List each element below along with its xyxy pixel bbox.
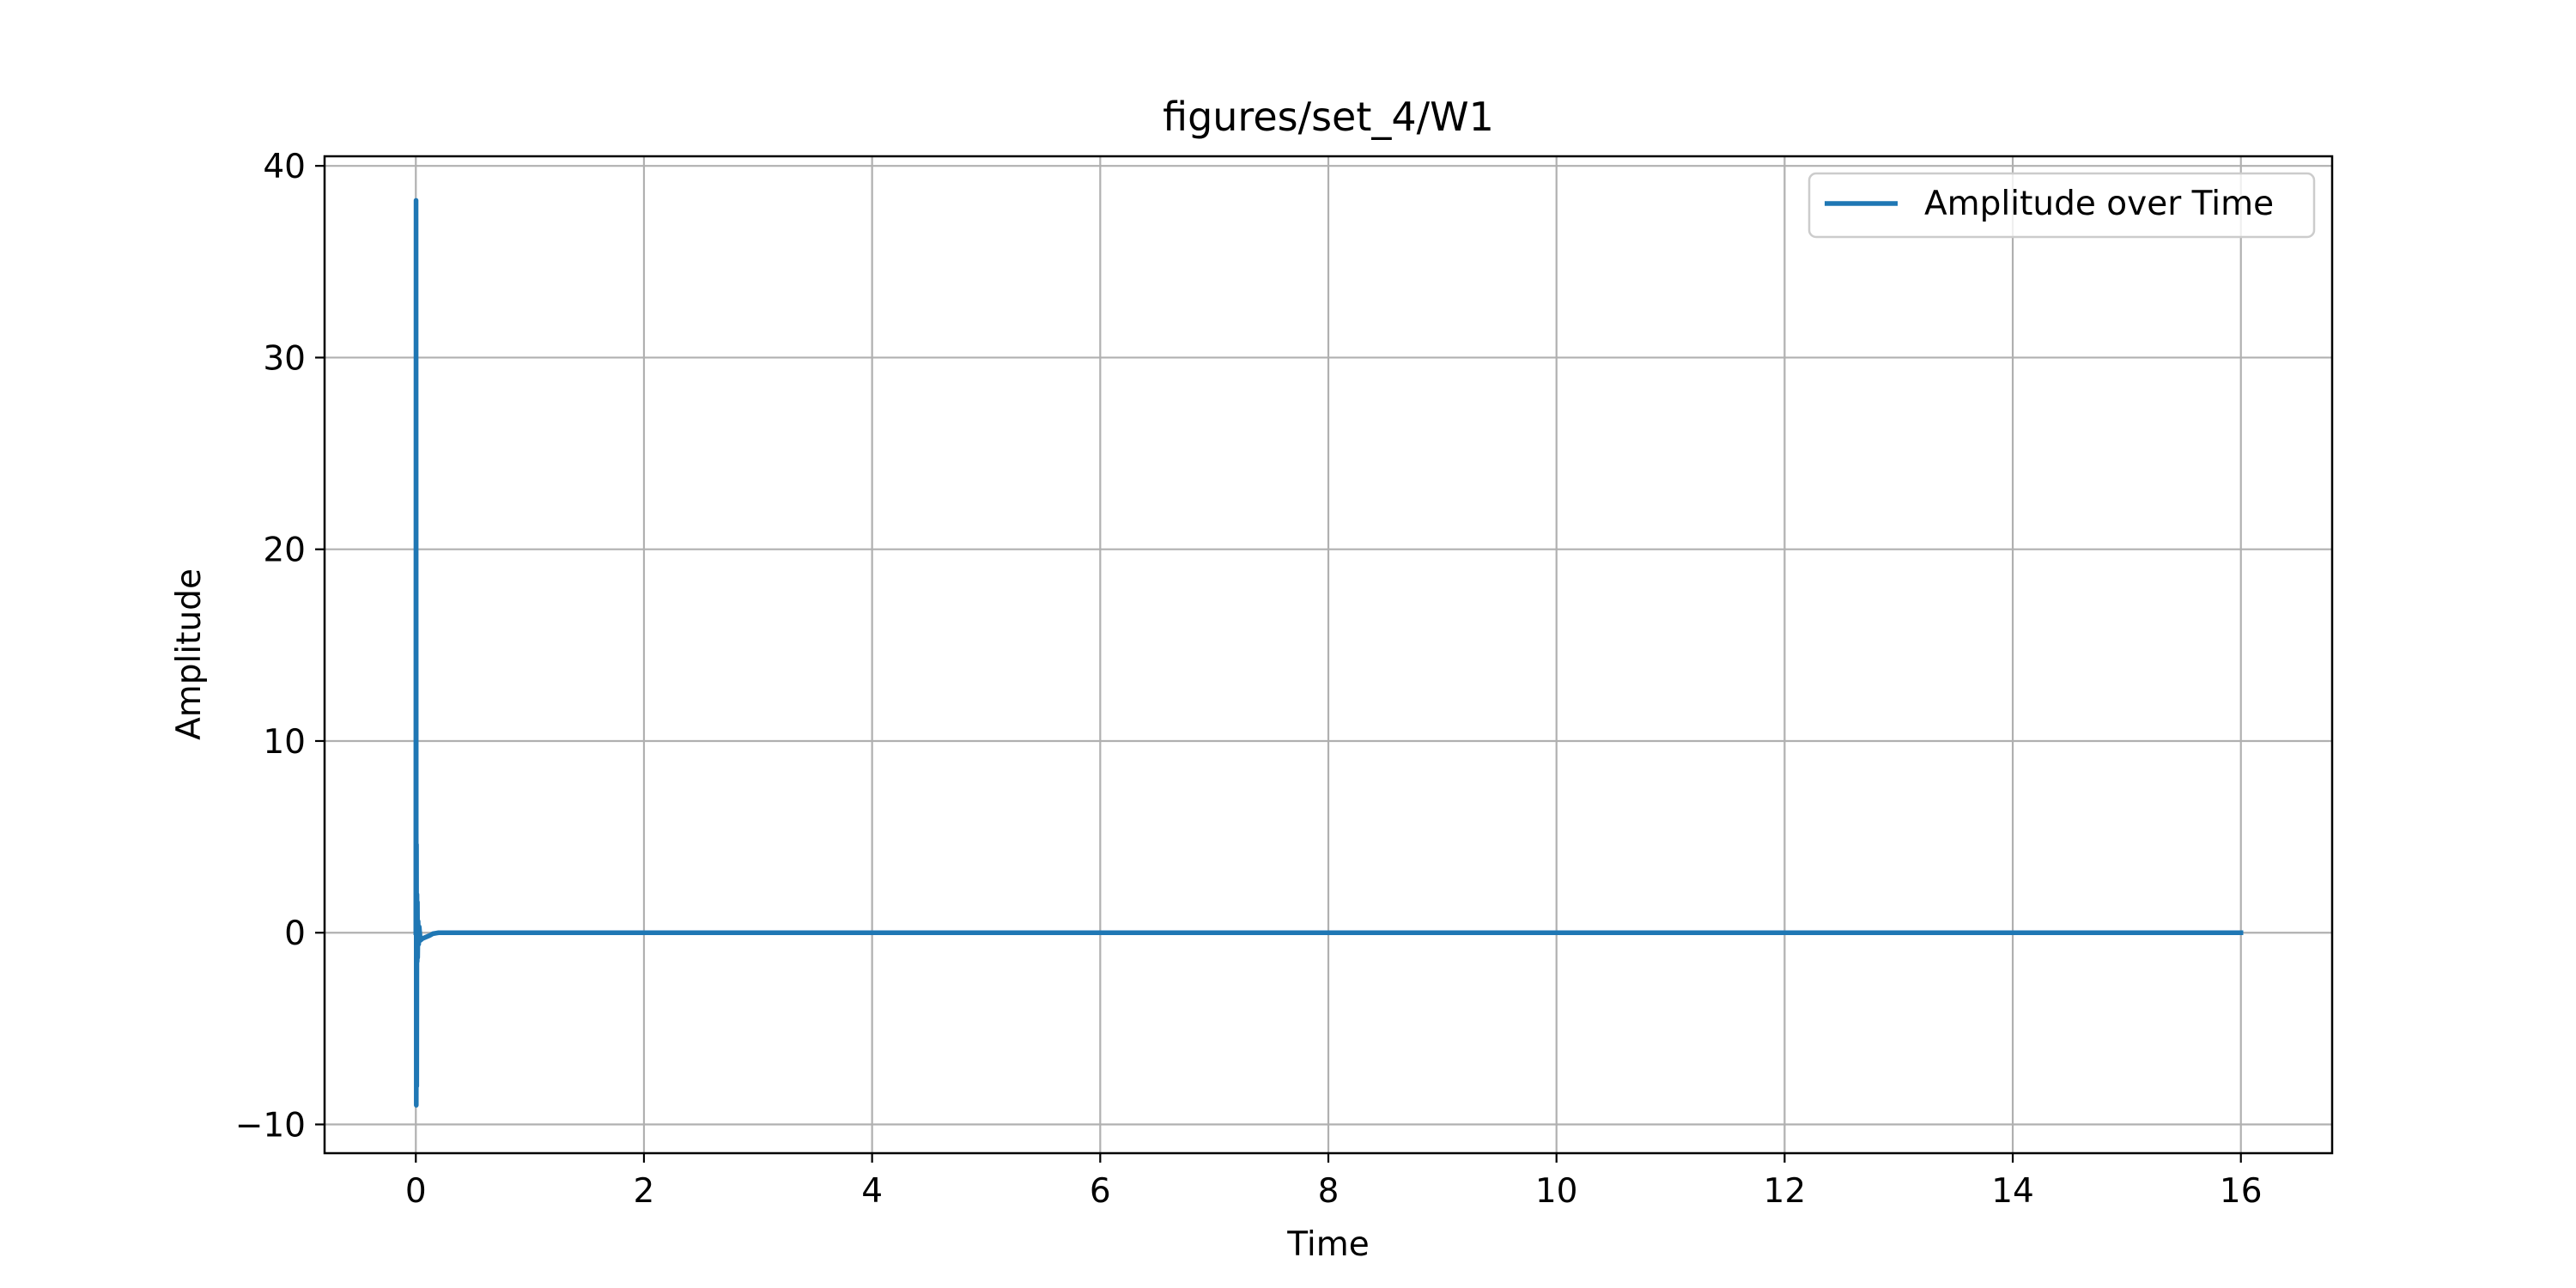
y-axis-label: Amplitude xyxy=(170,568,209,740)
y-tick-label: 30 xyxy=(263,339,306,378)
y-tick-label: 20 xyxy=(263,532,306,570)
y-axis-ticks: −10 0 10 20 30 40 xyxy=(235,148,325,1145)
x-axis-label: Time xyxy=(1286,1225,1369,1264)
x-tick-label: 6 xyxy=(1090,1172,1111,1211)
legend: Amplitude over Time xyxy=(1807,172,2316,239)
y-tick-label: −10 xyxy=(235,1107,306,1145)
legend-frame xyxy=(1807,172,2316,239)
legend-label-amplitude: Amplitude over Time xyxy=(1924,185,2274,223)
x-tick-label: 2 xyxy=(634,1172,655,1211)
x-tick-label: 16 xyxy=(2220,1172,2263,1211)
y-tick-label: 40 xyxy=(263,148,306,186)
series-layer xyxy=(413,197,2244,1108)
plot-area xyxy=(413,197,2244,1108)
x-tick-label: 8 xyxy=(1318,1172,1340,1211)
y-tick-label: 0 xyxy=(284,914,306,953)
x-axis-ticks: 0 2 4 6 8 10 12 14 16 xyxy=(405,1153,2263,1211)
chart-title: figures/set_4/W1 xyxy=(1163,94,1494,140)
x-tick-label: 14 xyxy=(1991,1172,2034,1211)
x-tick-label: 10 xyxy=(1535,1172,1578,1211)
x-tick-label: 12 xyxy=(1764,1172,1807,1211)
x-tick-label: 0 xyxy=(405,1172,427,1211)
y-tick-label: 10 xyxy=(263,723,306,762)
x-tick-label: 4 xyxy=(861,1172,883,1211)
series-line-0 xyxy=(413,197,2244,1108)
